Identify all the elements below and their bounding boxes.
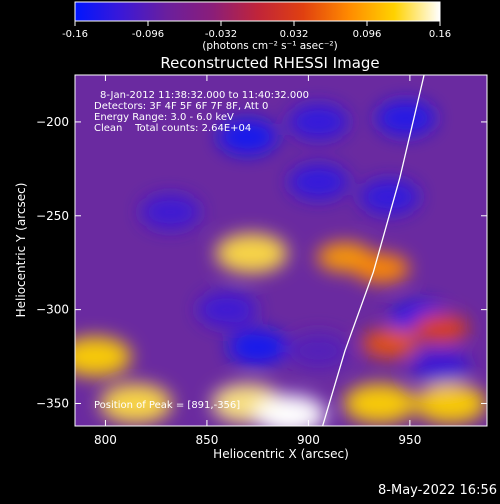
y-axis-label: Heliocentric Y (arcsec) [14,183,28,318]
colorbar-tick-label: -0.096 [132,29,164,40]
annotation-energy-range: Energy Range: 3.0 - 6.0 keV [94,112,234,123]
heatmap-bright-region [414,383,487,424]
annotation-block: 8-Jan-2012 11:38:32.000 to 11:40:32.000 … [94,90,309,134]
chart-title: Reconstructed RHESSI Image [160,54,379,72]
heatmap-image [75,75,487,426]
heatmap-dark-region [359,179,420,216]
annotation-clean-counts: Clean Total counts: 2.64E+04 [94,123,251,134]
heatmap-dark-region [410,347,471,384]
heatmap-dark-region [288,332,349,369]
colorbar-tick-label: 0.032 [280,29,309,40]
y-axis-ticks: −200 −250 −300 −350 [36,115,487,410]
peak-position-label: Position of Peak = [891,-356] [94,400,240,411]
heatmap-dark-region [217,118,278,155]
solar-limb-curve [321,75,425,426]
heatmap-dark-region [197,291,258,328]
heatmap-peak [276,400,305,426]
colorbar-units-label: (photons cm⁻² s⁻¹ asec⁻²) [202,40,337,52]
plot-timestamp: 8-May-2022 16:56 [378,483,497,498]
colorbar: -0.16 -0.096 -0.032 0.032 0.096 0.16 (photons… [62,1,451,52]
x-tick-label: 900 [297,433,320,447]
x-axis-label: Heliocentric X (arcsec) [213,447,349,461]
y-tick-label: −200 [36,115,69,129]
heatmap-bright-region [361,328,418,359]
annotation-time-range: 8-Jan-2012 11:38:32.000 to 11:40:32.000 [100,90,309,101]
heatmap-dark-region [375,100,436,137]
heatmap-bright-region [75,336,132,377]
colorbar-gradient [74,1,441,22]
heatmap-bright-region [343,383,416,424]
heatmap-dark-region [140,194,201,231]
y-tick-label: −350 [36,396,69,410]
heatmap-bright-region [353,253,410,284]
heatmap-bright-region [215,233,288,274]
x-tick-label: 800 [94,433,117,447]
heatmap-dark-region [288,163,349,200]
heatmap-bright-region [99,383,172,424]
colorbar-tick-label: 0.16 [429,29,451,40]
heatmap-bright-region [412,313,469,344]
y-tick-label: −300 [36,303,69,317]
colorbar-tick-label: -0.16 [62,29,88,40]
x-tick-label: 850 [195,433,218,447]
x-axis-ticks: 800 850 900 950 [94,75,421,447]
heatmap-dark-region [288,103,349,140]
y-tick-label: −250 [36,209,69,223]
x-tick-label: 950 [398,433,421,447]
heatmap-dark-region [227,329,288,366]
plot-frame [74,74,488,427]
annotation-detectors: Detectors: 3F 4F 5F 6F 7F 8F, Att 0 [94,101,268,112]
colorbar-tick-label: 0.096 [353,29,382,40]
colorbar-tick-label: -0.032 [205,29,237,40]
heatmap-blobs [75,100,487,426]
colorbar-ticks: -0.16 -0.096 -0.032 0.032 0.096 0.16 [62,21,451,40]
